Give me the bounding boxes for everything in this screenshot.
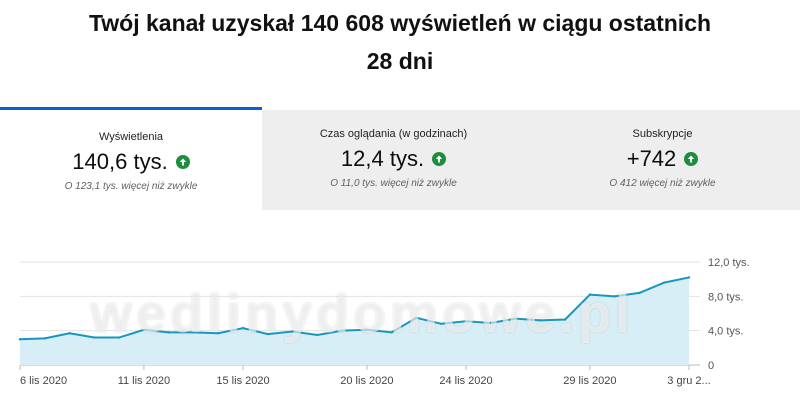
tab-subscriptions[interactable]: Subskrypcje +742 O 412 więcej niż zwykle bbox=[525, 110, 800, 210]
series-area bbox=[20, 277, 689, 365]
data-point bbox=[340, 329, 344, 332]
data-point bbox=[563, 318, 567, 321]
data-point bbox=[192, 331, 195, 334]
tab-views-label: Wyświetlenia bbox=[98, 131, 164, 143]
x-tick-label: 20 lis 2020 bbox=[340, 375, 393, 387]
data-point bbox=[415, 316, 418, 319]
tab-subscriptions-value: +742 bbox=[626, 146, 677, 171]
y-tick-label: 12,0 tys. bbox=[708, 257, 750, 269]
x-tick-label: 11 lis 2020 bbox=[118, 375, 170, 387]
x-tick-label: 3 gru 2... bbox=[667, 375, 710, 387]
data-point bbox=[440, 322, 443, 325]
data-point bbox=[687, 276, 691, 279]
data-point bbox=[217, 332, 220, 335]
arrow-up-icon bbox=[684, 152, 699, 166]
tab-views[interactable]: Wyświetlenia 140,6 tys. O 123,1 tys. wię… bbox=[0, 107, 262, 210]
data-point bbox=[514, 317, 517, 320]
tab-watch-time-note: O 11,0 tys. więcej niż zwykle bbox=[330, 178, 457, 189]
data-point bbox=[489, 321, 492, 325]
y-tick-label: 4,0 tys. bbox=[708, 326, 743, 338]
data-point bbox=[68, 332, 71, 335]
data-point bbox=[588, 293, 592, 296]
data-point bbox=[117, 336, 121, 339]
data-point bbox=[464, 320, 468, 323]
data-point bbox=[539, 319, 542, 322]
y-tick-label: 8,0 tys. bbox=[708, 291, 743, 303]
data-point bbox=[613, 295, 616, 298]
data-point bbox=[316, 333, 319, 337]
data-point bbox=[241, 326, 245, 330]
x-tick-label: 29 lis 2020 bbox=[563, 375, 616, 387]
data-point bbox=[291, 330, 294, 333]
views-chart: 0 4,0 tys. 8,0 tys. 12,0 tys. 6 lis 2020 11 l… bbox=[18, 257, 750, 387]
watermark: wedlinydomowe.pl bbox=[90, 284, 635, 344]
tab-subscriptions-label: Subskrypcje bbox=[632, 128, 693, 140]
data-point bbox=[142, 328, 146, 332]
data-point bbox=[663, 281, 666, 284]
data-point bbox=[390, 331, 393, 334]
tab-subscriptions-note: O 412 więcej niż zwykle bbox=[609, 178, 716, 189]
x-tick-label: 24 lis 2020 bbox=[439, 375, 492, 387]
arrow-up-icon bbox=[175, 155, 190, 169]
data-point bbox=[167, 331, 170, 334]
tab-watch-time[interactable]: Czas oglądania (w godzinach) 12,4 tys. O… bbox=[262, 110, 525, 210]
tab-watch-time-label: Czas oglądania (w godzinach) bbox=[319, 128, 468, 140]
page-headline: Twój kanał uzyskał 140 608 wyświetleń w … bbox=[0, 4, 800, 80]
tab-views-value: 140,6 tys. bbox=[72, 149, 168, 174]
tab-watch-time-value: 12,4 tys. bbox=[340, 146, 425, 171]
tab-views-note: O 123,1 tys. więcej niż zwykle bbox=[64, 181, 198, 192]
series-line bbox=[19, 276, 690, 341]
arrow-up-icon bbox=[432, 152, 447, 166]
data-point bbox=[365, 328, 369, 332]
data-point bbox=[93, 336, 96, 339]
headline-line-1: Twój kanał uzyskał 140 608 wyświetleń w … bbox=[88, 10, 712, 36]
headline-line-2: 28 dni bbox=[366, 48, 434, 74]
x-tick-label: 6 lis 2020 bbox=[20, 375, 67, 387]
x-tick-label: 15 lis 2020 bbox=[216, 375, 269, 387]
metric-tabs: Wyświetlenia 140,6 tys. O 123,1 tys. wię… bbox=[0, 107, 800, 210]
y-tick-label: 0 bbox=[708, 360, 714, 372]
data-point bbox=[18, 338, 22, 341]
data-point bbox=[266, 332, 269, 336]
data-point bbox=[638, 291, 641, 295]
data-point bbox=[43, 337, 46, 340]
